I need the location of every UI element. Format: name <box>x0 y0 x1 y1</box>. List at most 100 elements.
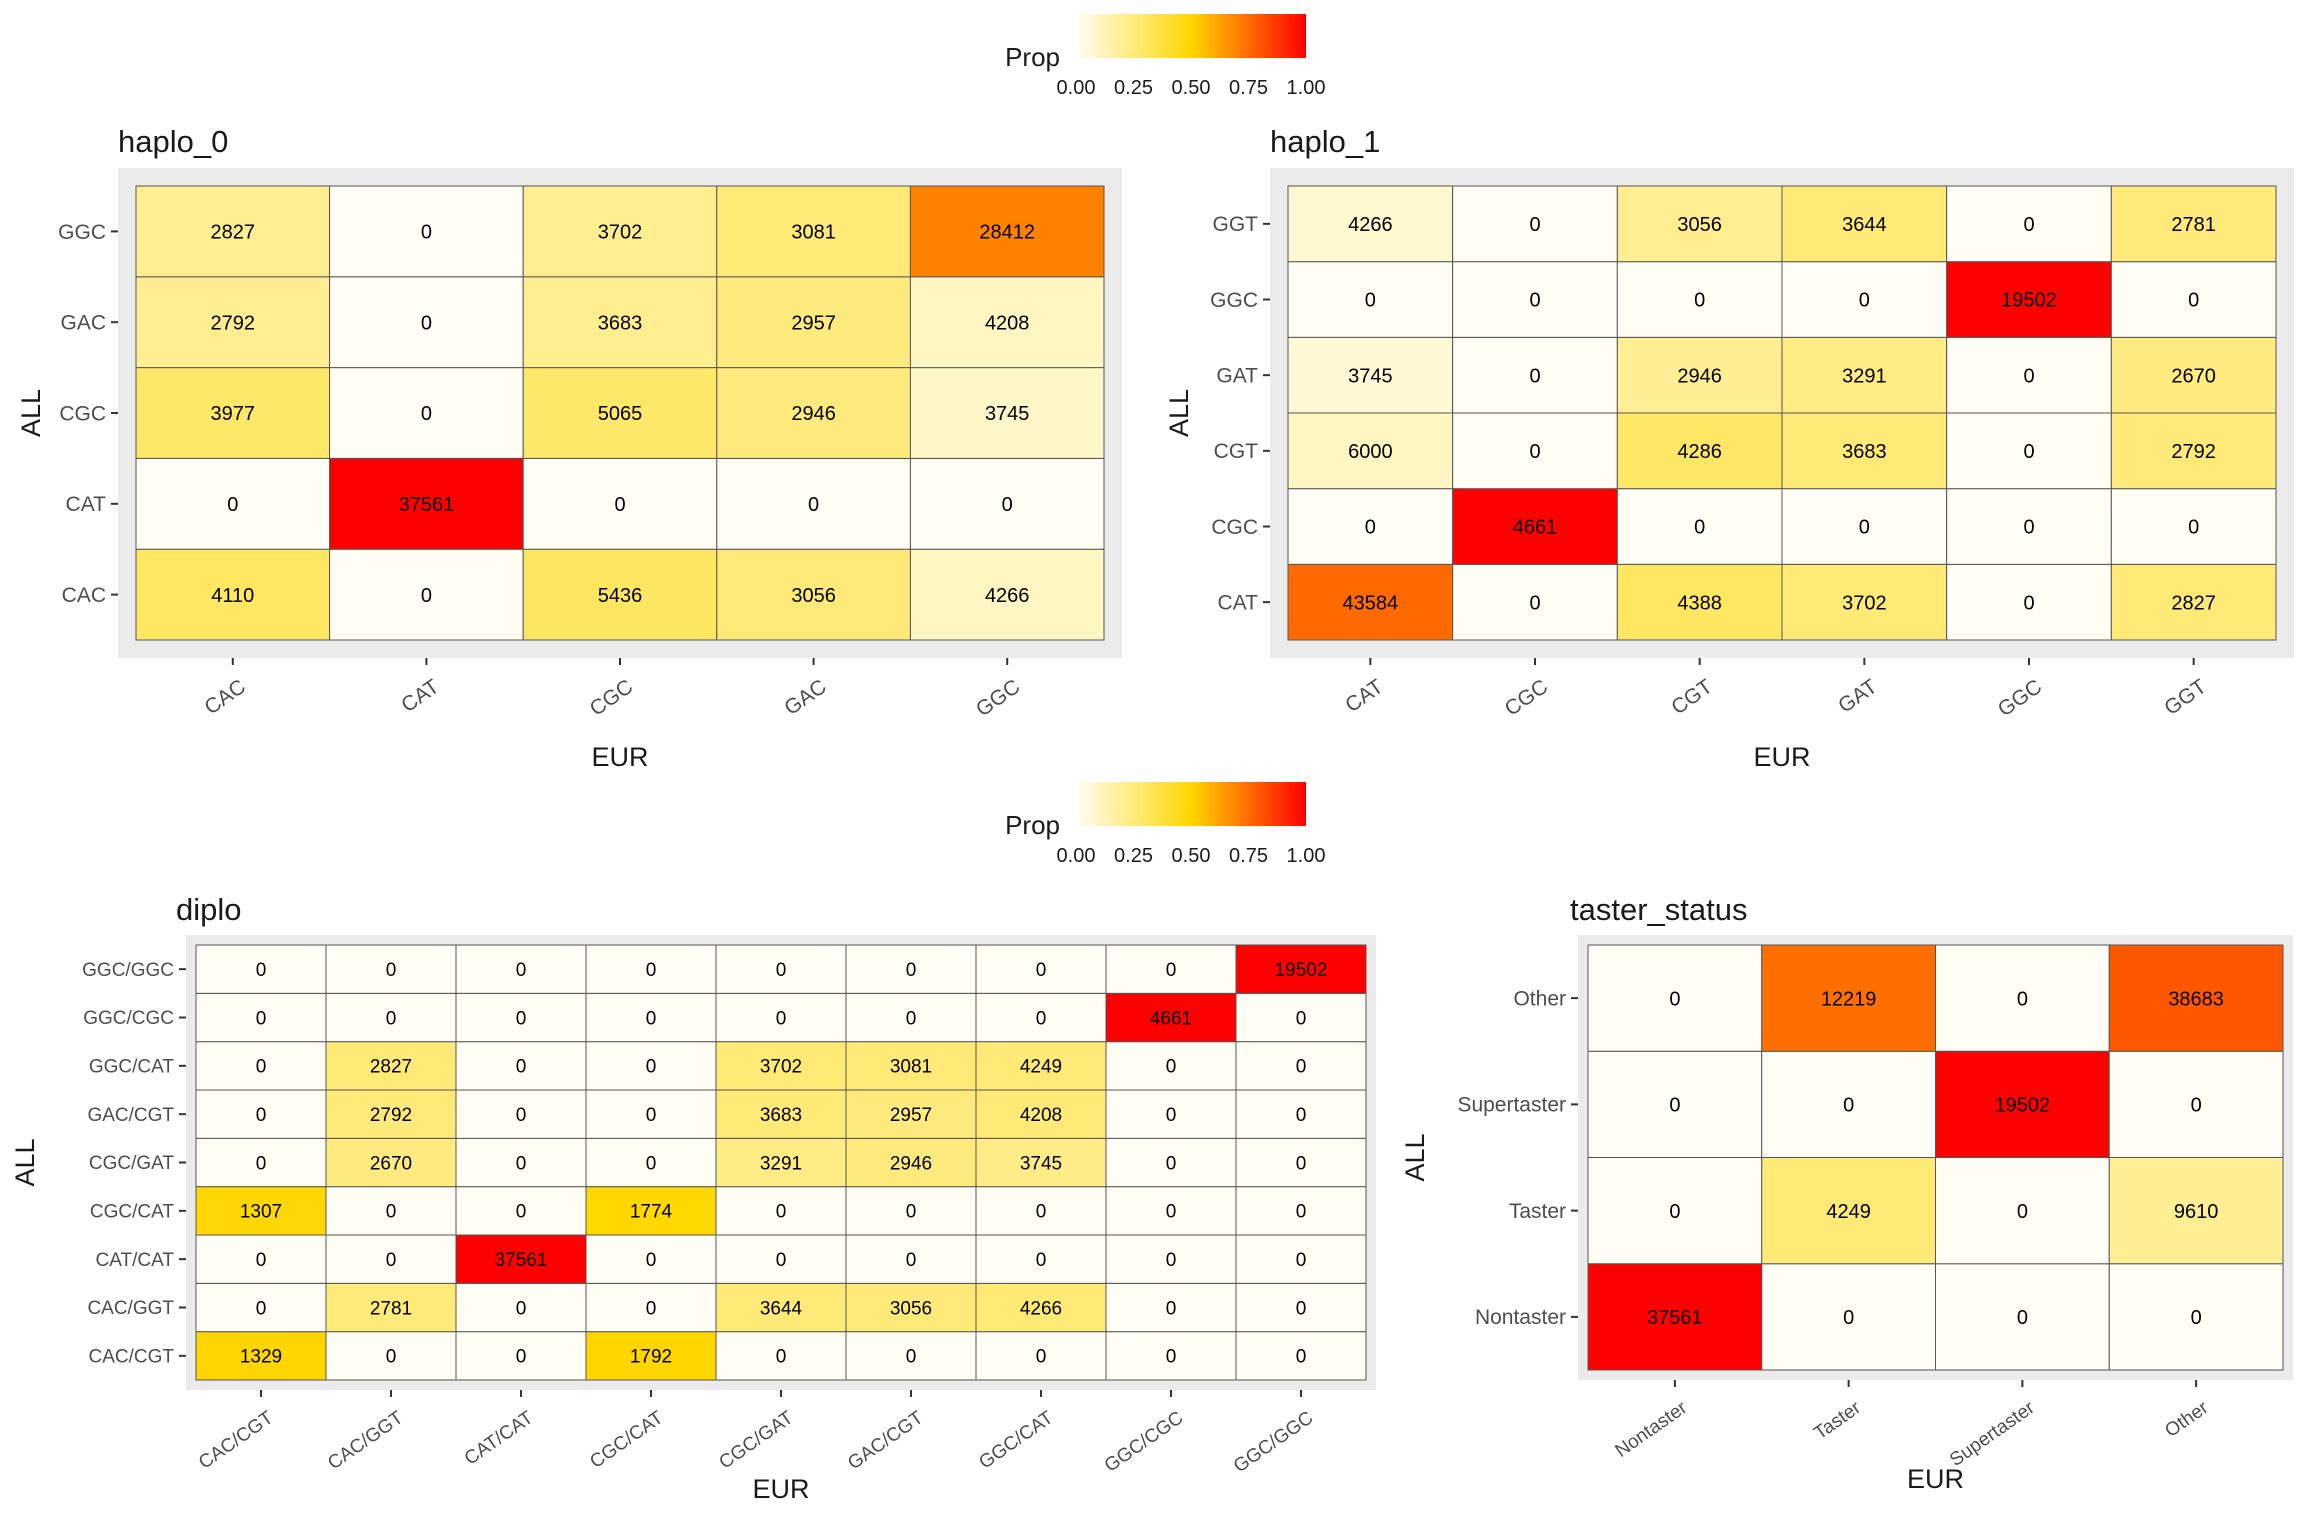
cell-value-label: 0 <box>906 1347 917 1368</box>
legend-tick-label: 0.75 <box>1229 845 1268 867</box>
cell-value-label: 3081 <box>890 1057 932 1078</box>
cell-value-label: 19502 <box>1995 1095 2051 1117</box>
cell-value-label: 0 <box>1036 1347 1047 1368</box>
heatmap-cell <box>1935 1263 2110 1371</box>
y-tick-label: GGC/CAT <box>89 1056 175 1077</box>
y-tick-label: CAC/GGT <box>87 1298 174 1319</box>
cell-value-label: 0 <box>256 1298 267 1319</box>
cell-value-label: 0 <box>516 1057 527 1078</box>
x-tick-label: CAC <box>200 675 250 719</box>
y-tick-label: CGC <box>59 402 106 425</box>
cell-value-label: 0 <box>256 1057 267 1078</box>
heatmap-cell <box>135 367 331 459</box>
cell-value-label: 3702 <box>598 222 643 244</box>
cell-value-label: 0 <box>646 1057 657 1078</box>
cell-value-label: 4266 <box>1020 1298 1062 1319</box>
panel-title: haplo_0 <box>118 124 228 159</box>
heatmap-cell <box>325 1137 457 1188</box>
heatmap-cell <box>455 1234 587 1284</box>
heatmap-cell <box>715 1331 847 1381</box>
cell-value-label: 19502 <box>2001 290 2057 312</box>
heatmap-cell <box>716 548 911 641</box>
heatmap-cell <box>325 992 457 1043</box>
cell-value-label: 2946 <box>1677 365 1722 387</box>
cell-value-label: 3056 <box>890 1298 932 1319</box>
heatmap-cell <box>135 457 331 550</box>
y-tick-label: Other <box>1513 987 1566 1010</box>
heatmap-cell <box>2110 336 2277 414</box>
legend-title: Prop <box>1005 810 1060 840</box>
cell-value-label: 0 <box>646 1153 657 1174</box>
heatmap-cell <box>715 1186 847 1236</box>
cell-value-label: 0 <box>1166 1347 1177 1368</box>
heatmap-cell <box>195 1041 327 1091</box>
heatmap-cell <box>1935 1157 2110 1265</box>
heatmap-cell <box>325 1041 457 1091</box>
cell-value-label: 0 <box>1036 1250 1047 1271</box>
cell-value-label: 4661 <box>1150 1008 1192 1029</box>
cell-value-label: 4208 <box>985 312 1030 334</box>
heatmap-cell <box>135 548 331 641</box>
heatmap-cell <box>455 1041 587 1091</box>
cell-value-label: 2957 <box>791 312 836 334</box>
heatmap-cell <box>909 185 1105 278</box>
heatmap-cell <box>2110 185 2277 263</box>
heatmap-cell <box>325 1089 457 1139</box>
cell-value-label: 0 <box>2188 517 2199 539</box>
y-tick-label: Taster <box>1509 1200 1566 1223</box>
cell-value-label: 0 <box>646 1105 657 1126</box>
heatmap-cell <box>2108 944 2284 1052</box>
heatmap-cell <box>716 457 911 550</box>
heatmap-cell <box>1287 261 1454 338</box>
heatmap-cell <box>1452 488 1618 565</box>
heatmap-cell <box>716 185 911 278</box>
heatmap-cell <box>715 1282 847 1333</box>
heatmap-cell <box>1587 1157 1763 1265</box>
y-tick-label: CGC <box>1211 516 1258 539</box>
cell-value-label: 0 <box>386 1202 397 1223</box>
cell-value-label: 5065 <box>598 403 643 425</box>
y-tick-label: GGC <box>58 221 106 244</box>
heatmap-cell <box>195 1282 327 1333</box>
heatmap-cell <box>1616 488 1783 565</box>
cell-value-label: 0 <box>2023 214 2034 236</box>
cell-value-label: 0 <box>516 1105 527 1126</box>
cell-value-label: 37561 <box>1647 1307 1703 1329</box>
x-tick-label: CGC/CAT <box>586 1407 667 1473</box>
cell-value-label: 0 <box>2023 365 2034 387</box>
cell-value-label: 0 <box>256 1250 267 1271</box>
heatmap-cell <box>1235 1331 1367 1381</box>
cell-value-label: 0 <box>2191 1095 2202 1117</box>
y-tick-label: CGC/GAT <box>89 1153 175 1174</box>
cell-value-label: 0 <box>1002 494 1013 516</box>
heatmap-cell <box>975 944 1107 994</box>
cell-value-label: 1792 <box>630 1347 672 1368</box>
cell-value-label: 2946 <box>890 1153 932 1174</box>
heatmap-cell <box>1781 261 1948 338</box>
legend-tick-label: 0.25 <box>1114 845 1153 867</box>
cell-value-label: 3745 <box>985 403 1030 425</box>
cell-value-label: 0 <box>1694 517 1705 539</box>
cell-value-label: 3291 <box>760 1153 802 1174</box>
cell-value-label: 0 <box>1296 1008 1307 1029</box>
heatmap-cell <box>1105 1137 1237 1188</box>
cell-value-label: 3702 <box>760 1057 802 1078</box>
cell-value-label: 0 <box>1529 592 1540 614</box>
x-tick-label: GGT <box>2160 675 2211 720</box>
x-tick-label: CGT <box>1667 675 1717 719</box>
cell-value-label: 0 <box>421 222 432 244</box>
y-axis-title: ALL <box>16 389 46 437</box>
x-tick-label: GGC <box>972 675 1024 721</box>
heatmap-cell <box>845 1282 977 1333</box>
cell-value-label: 2827 <box>211 222 256 244</box>
cell-value-label: 3745 <box>1020 1153 1062 1174</box>
cell-value-label: 0 <box>1669 1201 1680 1223</box>
cell-value-label: 0 <box>1296 1105 1307 1126</box>
cell-value-label: 0 <box>1365 517 1376 539</box>
cell-value-label: 0 <box>516 1008 527 1029</box>
heatmap-cell <box>329 185 524 278</box>
heatmap-cell <box>1287 185 1454 263</box>
legend-tick-label: 1.00 <box>1287 77 1326 99</box>
heatmap-cell <box>909 276 1105 369</box>
